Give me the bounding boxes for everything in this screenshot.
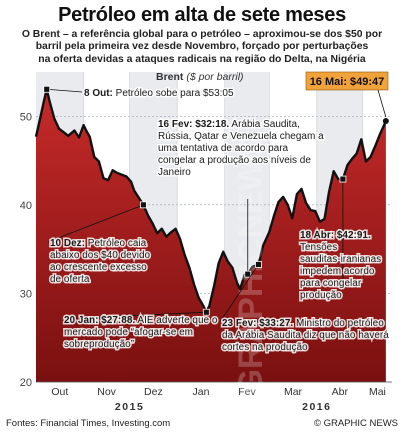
x-tick-label: Abr (332, 386, 349, 398)
x-tick-label: Fev (238, 386, 256, 398)
x-tick-label: Mar (284, 386, 303, 398)
annotation-date: 18 Abr: $42:91. (300, 230, 371, 241)
highlight-box (305, 71, 389, 91)
annotation-line: ao crescente excesso (50, 262, 147, 273)
annotation-line: 20 Jan: $27:88. AIE adverte que o (64, 315, 218, 326)
x-tick-label: Nov (97, 386, 116, 398)
annotation-line: mercado pode “afogar-se em (64, 327, 193, 338)
annotation-label: 16 Fev: $32:18. Arábia Saudita, Rússia, Q… (158, 119, 324, 178)
series-label: Brent ($ por barril) (156, 71, 244, 83)
y-tick-label: 20 (20, 377, 32, 389)
x-axis: Out Nov Dez Jan Fev Mar Abr Mai 2015 2016 (36, 381, 392, 413)
annotation-line: de oferta (50, 274, 90, 285)
annotation-label: 20 Jan: $27:88. AIE adverte que o mercado… (64, 315, 218, 350)
annotation-marker (43, 85, 51, 93)
annotation-line: 10 Dez: Petróleo caia (50, 238, 147, 249)
annotation-label: 23 Fev: $33:27. Ministro do petróleo da A… (222, 318, 389, 353)
annotation-line: sauditas-iranianas (300, 254, 381, 265)
annotation-line: Janeiro (158, 167, 191, 178)
annotation-line: 16 Fev: $32:18. Arábia Saudita, (158, 119, 300, 130)
series-label-text: Brent ($ por barril) (156, 71, 244, 83)
x-tick-label: Jan (192, 386, 209, 398)
annotation: 23 Fev: $33:27. Ministro do petróleo da A… (219, 261, 391, 355)
annotation-line: Rússia, Qatar e Venezuela chegam a (158, 131, 324, 142)
annotation-leader (47, 204, 144, 243)
annotation-label: 18 Abr: $42:91. Tensões sauditas-iranianas… (300, 230, 381, 301)
annotation-line: produção (300, 290, 342, 301)
annotation-line: abaixo dos $40 devido (50, 250, 151, 261)
x-tick-label: Mai (369, 386, 386, 398)
annotation-line: Tensões (300, 242, 337, 253)
annotation-date: 10 Dez: (50, 238, 85, 249)
y-tick-label: 30 (20, 288, 32, 300)
annotation: 10 Dez: Petróleo caia abaixo dos $40 devi… (47, 201, 152, 287)
page-subtitle: O Brent – a referência global para o pet… (6, 29, 398, 66)
watermark: GRAPHICNEWS (232, 137, 270, 396)
annotation-leader (219, 264, 259, 323)
annotation-line: cortes na produção (222, 342, 308, 353)
year-label: 2015 (115, 401, 144, 413)
annotation-line: uma tentativa de acordo para (158, 143, 289, 154)
year-label: 2016 (302, 401, 331, 413)
annotation-date: 20 Jan: $27:88. (64, 315, 135, 326)
annotation-leader (61, 311, 207, 320)
highlight-marker (382, 117, 389, 124)
annotation-marker (339, 175, 347, 183)
annotation-marker (202, 308, 210, 316)
x-tick-label: Out (51, 386, 68, 398)
annotation-line: 23 Fev: $33:27. Ministro do petróleo (222, 318, 384, 329)
highlight: 16 Mai: $49:47 (305, 71, 389, 124)
annotation-label: 8 Out: Petróleo sobe para $53:05 (84, 88, 234, 99)
annotation-line: congelar a produção aos níveis de (158, 155, 311, 166)
watermark-text: GRAPHICNEWS (232, 137, 270, 396)
price-area-fill (36, 89, 386, 383)
source-note: Fontes: Financial Times, Investing.com (6, 418, 171, 429)
y-tick-label: 50 (20, 111, 32, 123)
brent-price-chart: 20 30 40 50 Out Nov Dez Jan Fev Mar Abr Mai 2015 201… (20, 71, 392, 413)
annotation-date: 23 Fev: $33:27. (222, 318, 293, 329)
page-title: Petróleo em alta de sete meses (58, 4, 346, 26)
annotation-line: 8 Out: Petróleo sobe para $53:05 (84, 88, 234, 99)
annotation: 16 Fev: $32:18. Arábia Saudita, Rússia, Q… (157, 118, 326, 278)
annotation-line: da Arábia Saudita diz que não haverá (222, 330, 389, 341)
series-unit: ($ por barril) (186, 71, 243, 83)
annotation-line: 18 Abr: $42:91. (300, 230, 371, 241)
y-tick-label: 40 (20, 200, 32, 212)
annotation: 18 Abr: $42:91. Tensões sauditas-iranianas… (299, 175, 383, 303)
annotation-marker (140, 201, 147, 209)
annotation-label: 10 Dez: Petróleo caia abaixo dos $40 devi… (50, 238, 151, 285)
series-name: Brent (156, 71, 186, 83)
subtitle-line: barril pela primeira vez desde Novembro,… (35, 41, 369, 53)
annotation-line: sobreprodução” (64, 339, 134, 350)
subtitle-line: na oferta devidas a ataques radicais na … (38, 53, 366, 65)
highlight-leader (377, 89, 387, 118)
highlight-label: 16 Mai: $49:47 (310, 76, 385, 88)
annotation-marker (255, 261, 262, 268)
annotation-line: impedem acordo (300, 266, 375, 277)
annotation-line: para congelar (300, 278, 362, 289)
annotation-marker (244, 270, 252, 278)
annotation-date: 8 Out: (84, 88, 113, 99)
credit: © GRAPHIC NEWS (313, 418, 398, 429)
y-axis: 20 30 40 50 (20, 111, 32, 389)
annotation-date: 16 Fev: $32:18. (158, 119, 229, 130)
annotation-leader (46, 88, 83, 93)
annotation: 8 Out: Petróleo sobe para $53:05 (43, 85, 235, 101)
annotations: 8 Out: Petróleo sobe para $53:05 10 Dez: … (43, 71, 391, 355)
annotation: 20 Jan: $27:88. AIE adverte que o mercado… (61, 308, 219, 352)
x-tick-label: Dez (144, 386, 163, 398)
subtitle-line: O Brent – a referência global para o pet… (21, 29, 383, 40)
